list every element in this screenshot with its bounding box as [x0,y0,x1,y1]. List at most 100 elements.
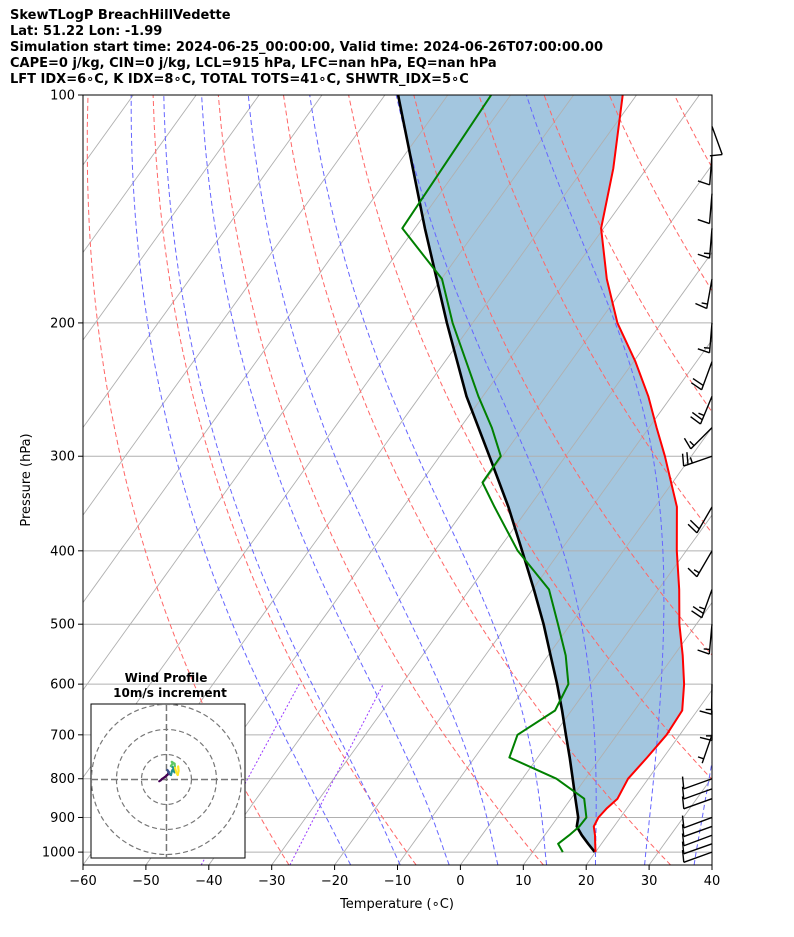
barb-staff [701,589,713,618]
barb-feather [681,786,685,800]
parcel-temperature-area [398,95,685,853]
sounding-header: SkewTLogP BreachHillVedette Lat: 51.22 L… [10,8,603,88]
x-tick-label: −40 [195,874,222,889]
barb-staff [683,778,713,790]
y-tick-label: 400 [50,544,75,559]
wind-barb [681,815,713,829]
x-axis-label: Temperature (∘C) [339,897,454,912]
y-tick-label: 500 [50,618,75,633]
moist-adiabat [309,95,548,865]
dry-adiabat [673,95,712,169]
barb-staff [696,506,713,534]
isotherm-line [271,251,712,865]
barb-feather [686,452,689,465]
isotherm-line [334,339,712,865]
barb-feather [690,416,701,425]
wind-barb [683,427,713,450]
wind-barb [681,776,713,790]
axis-labels: Temperature (∘C) Pressure (hPa) Wind Pro… [19,433,454,912]
barb-staff [711,126,723,155]
dry-adiabat [740,95,794,865]
header-indices-2: LFT IDX=6∘C, K IDX=8∘C, TOTAL TOTS=41∘C,… [10,72,469,87]
wind-barb [699,684,713,715]
wind-barb [687,550,713,578]
x-tick-label: 40 [704,874,721,889]
x-tick-label: 30 [641,874,658,889]
x-tick-label: 10 [515,874,532,889]
wind-barb [691,589,713,619]
barb-feather [699,736,713,742]
x-tick-label: 20 [578,874,595,889]
hodograph-subtitle: 10m/s increment [113,686,227,700]
wind-barb [697,322,713,354]
wind-barb [691,361,713,391]
barb-feather [681,815,685,828]
isotherm-line [83,95,574,779]
barb-staff [683,825,713,838]
barb-half-feather [699,606,706,610]
dry-adiabat [152,95,417,865]
isotherm-line [83,95,323,429]
barb-half-feather [703,648,710,651]
y-tick-label: 200 [50,316,75,331]
barb-staff [708,193,713,224]
barb-feather [691,411,703,421]
wind-barb [681,824,713,838]
wind-barbs [681,126,723,863]
isotherm-line [83,95,512,691]
wind-barb [699,710,713,742]
moist-adiabat [525,95,665,865]
hodograph-inset [90,703,246,859]
plot-axes: −60 −50 −40 −30 −20 −10 0 10 20 30 40 100 200 300 400 5… [42,89,720,890]
isotherm-line [585,689,712,865]
isotherm-line [711,864,712,865]
barb-half-feather [697,756,704,760]
y-tick-label: 100 [50,89,75,104]
hodograph-frame [90,703,246,859]
cape-cin-shading [398,95,685,853]
dry-adiabat [478,95,712,534]
barb-staff [683,788,713,800]
header-times: Simulation start time: 2024-06-25_00:00:… [10,40,603,55]
barb-feather [695,302,708,310]
barb-feather [681,776,685,789]
barb-feather [681,849,685,863]
barb-feather [687,567,698,578]
wind-barb [687,506,713,534]
barb-staff [683,851,713,863]
isotherm-line [208,164,712,865]
moist-adiabat [163,95,401,865]
barb-feather [697,348,710,354]
barb-feather [692,377,704,387]
y-tick-label: 300 [50,450,75,465]
dry-adiabat [348,95,712,781]
isotherm-line [0,95,70,865]
dry-adiabat [283,95,671,865]
barb-feather [681,824,685,837]
barb-staff [690,427,713,450]
y-tick-label: 1000 [42,846,75,861]
barb-staff [683,798,713,810]
barb-feather [697,649,710,655]
header-location: Lat: 51.22 Lon: -1.99 [10,24,163,39]
barb-staff [708,322,713,353]
y-tick-label: 900 [50,811,75,826]
wind-barb [681,841,713,855]
mixing-ratio-line [289,683,384,865]
y-tick-label: 700 [50,728,75,743]
moist-adiabat [201,95,450,865]
wind-barb [695,278,713,310]
barb-feather [683,437,692,450]
barb-feather [691,382,703,391]
dry-adiabat [217,95,544,865]
barb-feather [697,253,710,259]
barb-feather [681,841,685,854]
wind-barb [690,396,713,425]
barb-staff [683,843,713,855]
wind-barb [697,193,713,225]
y-tick-label: 800 [50,772,75,787]
barb-staff [708,228,713,259]
isotherm-line [460,514,712,865]
barb-feather [687,523,698,534]
